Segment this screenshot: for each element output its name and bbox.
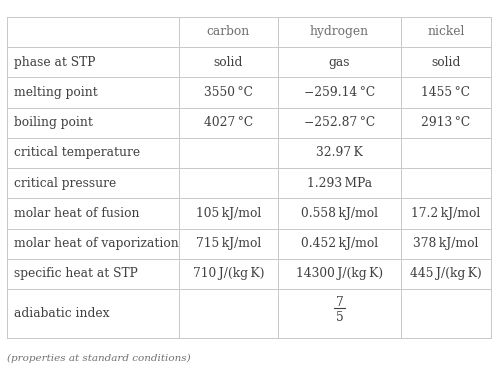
Text: molar heat of fusion: molar heat of fusion	[14, 207, 139, 220]
Text: nickel: nickel	[427, 26, 465, 39]
Text: 1.293 MPa: 1.293 MPa	[307, 177, 372, 190]
Text: molar heat of vaporization: molar heat of vaporization	[14, 237, 179, 250]
Text: −259.14 °C: −259.14 °C	[304, 86, 375, 99]
Text: solid: solid	[431, 56, 461, 69]
Text: gas: gas	[329, 56, 350, 69]
Text: 710 J/(kg K): 710 J/(kg K)	[193, 267, 264, 280]
Text: 445 J/(kg K): 445 J/(kg K)	[410, 267, 482, 280]
Text: (properties at standard conditions): (properties at standard conditions)	[7, 354, 191, 363]
Text: 4027 °C: 4027 °C	[204, 116, 253, 129]
Text: 715 kJ/mol: 715 kJ/mol	[196, 237, 261, 250]
Text: 0.452 kJ/mol: 0.452 kJ/mol	[301, 237, 378, 250]
Text: phase at STP: phase at STP	[14, 56, 95, 69]
Text: specific heat at STP: specific heat at STP	[14, 267, 137, 280]
Text: 14300 J/(kg K): 14300 J/(kg K)	[296, 267, 383, 280]
Text: critical pressure: critical pressure	[14, 177, 116, 190]
Text: 32.97 K: 32.97 K	[316, 147, 363, 159]
Text: boiling point: boiling point	[14, 116, 93, 129]
Text: hydrogen: hydrogen	[310, 26, 369, 39]
Text: 3550 °C: 3550 °C	[204, 86, 253, 99]
Text: 17.2 kJ/mol: 17.2 kJ/mol	[411, 207, 481, 220]
Text: 1455 °C: 1455 °C	[421, 86, 470, 99]
Text: 105 kJ/mol: 105 kJ/mol	[196, 207, 261, 220]
Text: −252.87 °C: −252.87 °C	[304, 116, 375, 129]
Text: critical temperature: critical temperature	[14, 147, 140, 159]
Text: adiabatic index: adiabatic index	[14, 307, 110, 320]
Text: 7: 7	[336, 296, 344, 309]
Text: 5: 5	[336, 311, 344, 324]
Text: 378 kJ/mol: 378 kJ/mol	[413, 237, 479, 250]
Text: carbon: carbon	[207, 26, 250, 39]
Text: 0.558 kJ/mol: 0.558 kJ/mol	[301, 207, 378, 220]
Text: melting point: melting point	[14, 86, 98, 99]
Text: solid: solid	[214, 56, 243, 69]
Text: 2913 °C: 2913 °C	[421, 116, 471, 129]
